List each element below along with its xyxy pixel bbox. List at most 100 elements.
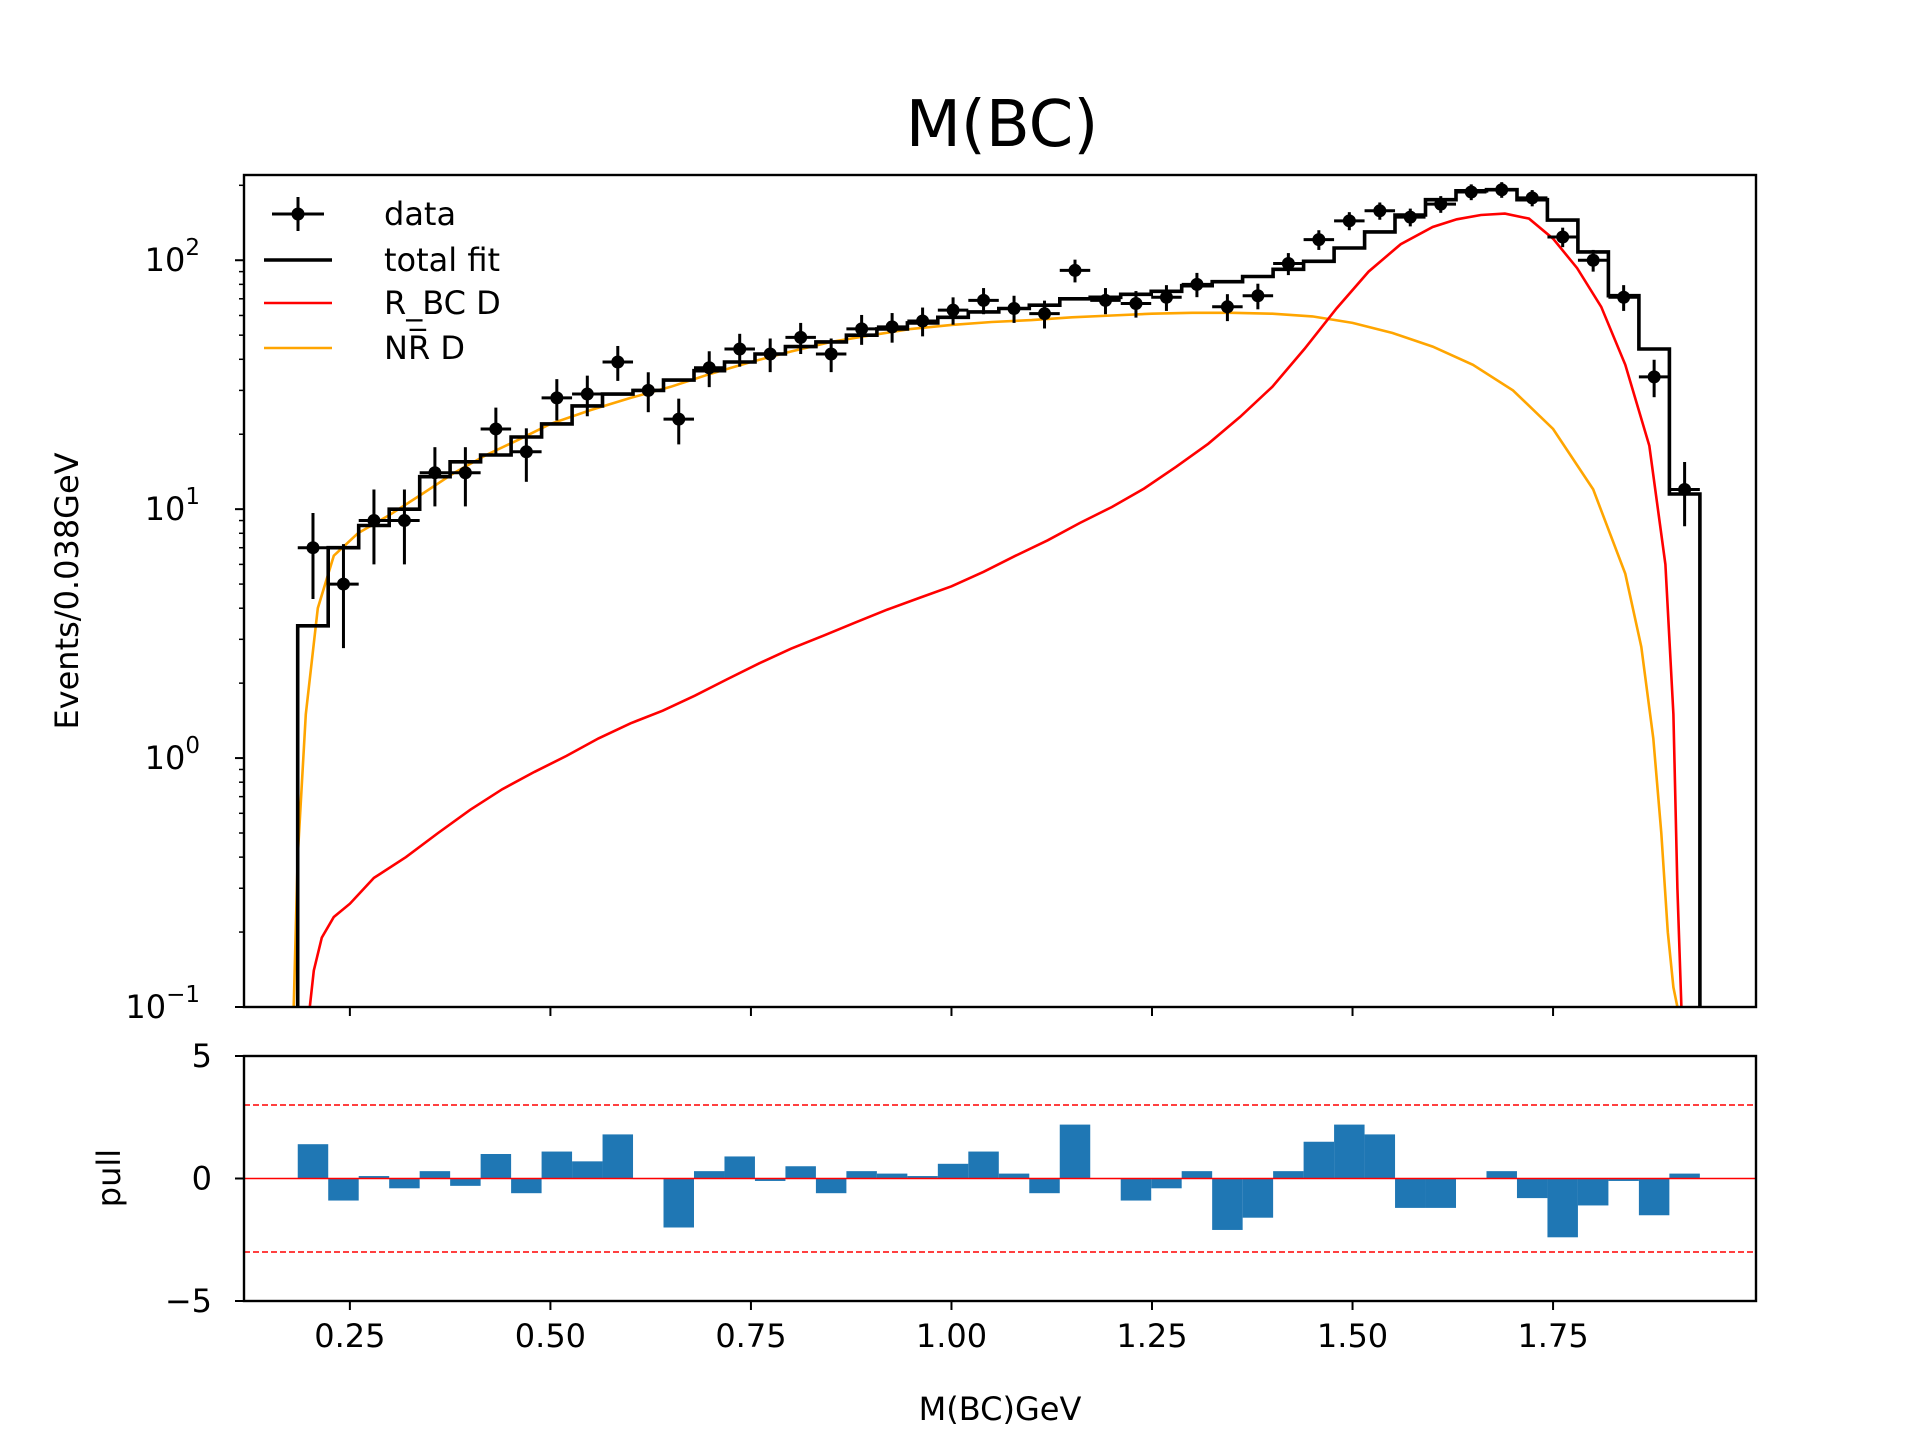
legend-label-total: total fit bbox=[384, 241, 500, 279]
data-point bbox=[1059, 259, 1091, 283]
pull-bar bbox=[1395, 1178, 1426, 1208]
data-marker bbox=[336, 577, 350, 591]
pull-bar bbox=[572, 1161, 603, 1179]
data-marker bbox=[1617, 290, 1631, 304]
data-point bbox=[1547, 227, 1578, 248]
data-marker bbox=[702, 361, 716, 375]
x-axis-label: M(BC)GeV bbox=[919, 1390, 1082, 1428]
pull-x-tick-label: 1.50 bbox=[1317, 1317, 1388, 1355]
data-point bbox=[1029, 300, 1060, 329]
data-point bbox=[1242, 283, 1274, 310]
data-point bbox=[389, 489, 420, 565]
data-point bbox=[419, 447, 451, 507]
data-marker bbox=[1220, 300, 1234, 314]
data-point bbox=[876, 313, 908, 343]
legend-entry-total: total fit bbox=[264, 241, 500, 279]
data-marker bbox=[1525, 191, 1539, 205]
data-point bbox=[937, 297, 969, 325]
data-marker bbox=[641, 383, 655, 397]
pull-bar bbox=[1242, 1178, 1274, 1218]
legend-entry-data: data bbox=[272, 195, 456, 233]
data-point bbox=[1212, 294, 1243, 322]
data-marker bbox=[1098, 293, 1112, 307]
pull-bar bbox=[1181, 1171, 1213, 1179]
data-point bbox=[1151, 285, 1182, 311]
legend-entry-nr: NR̅ D bbox=[264, 328, 465, 367]
pull-y-axis-label: pull bbox=[90, 1149, 128, 1207]
data-point bbox=[1181, 272, 1213, 298]
data-point bbox=[785, 322, 816, 355]
data-point bbox=[297, 513, 329, 600]
pull-bar bbox=[663, 1178, 694, 1228]
pull-bar bbox=[1547, 1178, 1578, 1238]
pull-y-tick-label: −5 bbox=[165, 1282, 212, 1320]
pull-x-tick-label: 0.50 bbox=[515, 1317, 586, 1355]
data-marker bbox=[672, 412, 686, 426]
legend-entry-rbc: R_BC D bbox=[264, 284, 501, 322]
pull-bar bbox=[1486, 1171, 1517, 1179]
data-point bbox=[1425, 196, 1457, 213]
data-marker bbox=[1373, 204, 1387, 218]
pull-bar bbox=[1029, 1178, 1060, 1194]
data-marker bbox=[489, 422, 503, 436]
data-point bbox=[328, 544, 359, 649]
data-marker bbox=[519, 445, 533, 459]
data-point bbox=[480, 407, 512, 456]
data-marker bbox=[1159, 290, 1173, 304]
pull-bar bbox=[1577, 1178, 1609, 1206]
main-y-tick-exponent: 2 bbox=[185, 235, 200, 261]
data-point bbox=[1334, 212, 1365, 231]
legend-label-rbc: R_BC D bbox=[384, 284, 501, 322]
main-y-tick-exponent: −1 bbox=[166, 982, 200, 1008]
data-point bbox=[663, 398, 694, 445]
pull-bar bbox=[1669, 1173, 1700, 1179]
pull-bar bbox=[480, 1154, 512, 1179]
data-marker bbox=[1068, 263, 1082, 277]
pull-bar bbox=[907, 1176, 938, 1179]
pull-x-tick-label: 1.25 bbox=[1116, 1317, 1187, 1355]
data-marker bbox=[977, 293, 991, 307]
data-marker bbox=[1190, 277, 1204, 291]
main-y-tick-label: 10−1 bbox=[125, 982, 200, 1026]
legend-label-nr: NR̅ D bbox=[384, 328, 465, 367]
data-point bbox=[693, 351, 725, 388]
data-marker bbox=[1251, 289, 1265, 303]
pull-bar bbox=[389, 1178, 420, 1189]
pull-bar bbox=[1608, 1178, 1639, 1181]
data-point bbox=[602, 345, 634, 381]
data-point bbox=[1577, 249, 1609, 272]
data-marker bbox=[824, 347, 838, 361]
data-point bbox=[1456, 184, 1487, 201]
data-marker bbox=[916, 314, 930, 328]
pull-bar bbox=[450, 1178, 481, 1186]
pull-bar bbox=[1151, 1178, 1182, 1189]
data-point bbox=[1486, 182, 1517, 198]
main-marks bbox=[292, 182, 1702, 1007]
data-marker bbox=[1647, 370, 1661, 384]
legend: data total fit R_BC D NR̅ D bbox=[264, 195, 501, 367]
pull-axes: 0.25 0.50 0.75 1.00 1.25 1.50 1.75 −5 0 5 bbox=[165, 1037, 1589, 1355]
rbc-d-curve bbox=[308, 212, 1683, 1007]
data-marker bbox=[367, 514, 381, 528]
main-plot-frame bbox=[242, 173, 1758, 1009]
data-point bbox=[511, 428, 542, 482]
pull-x-tick-label: 1.75 bbox=[1517, 1317, 1588, 1355]
pull-y-tick-label: 5 bbox=[192, 1037, 212, 1075]
data-point bbox=[1273, 253, 1304, 276]
pull-bar bbox=[693, 1171, 725, 1179]
pull-bar bbox=[1516, 1178, 1548, 1199]
data-point bbox=[358, 489, 390, 565]
pull-x-tick-label: 0.25 bbox=[314, 1317, 385, 1355]
main-y-tick-exponent: 0 bbox=[185, 733, 200, 759]
pull-bar bbox=[1273, 1171, 1304, 1179]
data-marker bbox=[733, 342, 747, 356]
pull-y-tick-label: 0 bbox=[192, 1160, 212, 1198]
data-point bbox=[1090, 288, 1121, 315]
pull-bar bbox=[358, 1176, 390, 1179]
pull-bar bbox=[541, 1151, 573, 1179]
data-point bbox=[1303, 230, 1335, 250]
data-marker bbox=[580, 387, 594, 401]
pull-bar bbox=[1364, 1134, 1396, 1179]
